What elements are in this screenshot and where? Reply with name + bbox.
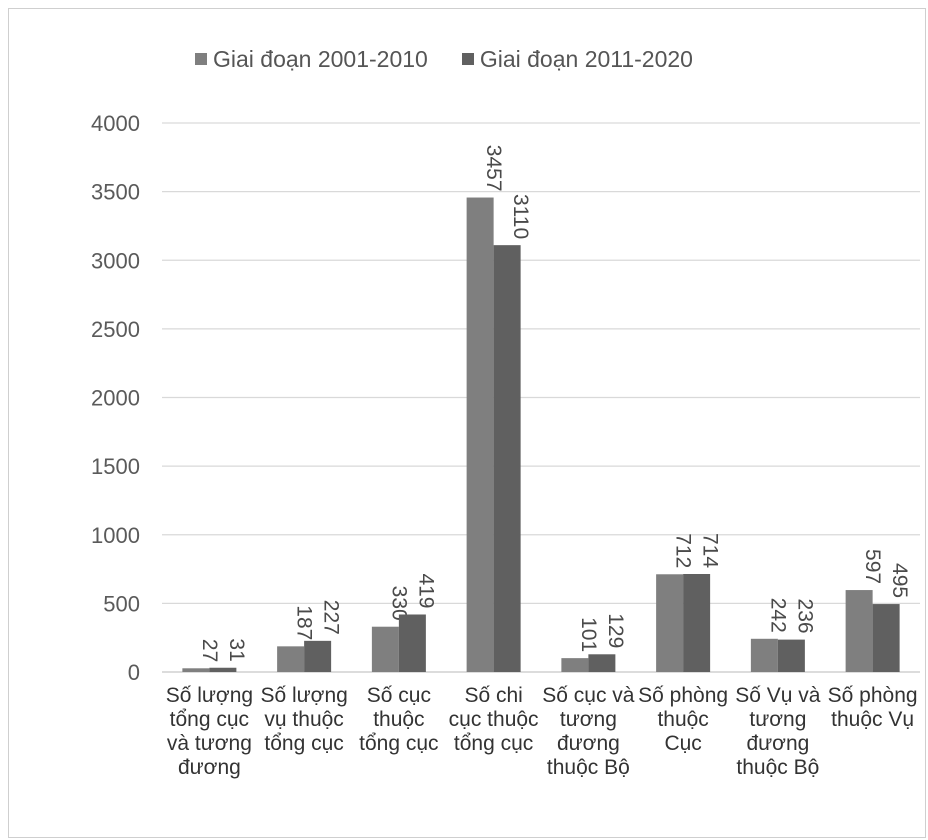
category-label: Số lượng tổng cục và tương đương xyxy=(166,684,253,779)
bar-series-1 xyxy=(845,590,873,672)
category-label: Số phòng thuộc Cục xyxy=(638,684,728,755)
legend-swatch-series-2 xyxy=(461,53,474,65)
data-label: 495 xyxy=(888,563,911,598)
data-label: 714 xyxy=(699,533,722,568)
bar-series-2 xyxy=(683,574,711,672)
bar-series-1 xyxy=(561,658,589,672)
bar-series-2 xyxy=(398,614,426,672)
bar-series-2 xyxy=(777,639,805,672)
legend-label-series-2: Giai đoạn 2011-2020 xyxy=(479,45,693,72)
bar-series-1 xyxy=(656,574,684,672)
category-label: Số Vụ và tương đương thuộc Bộ xyxy=(735,684,821,779)
data-label: 187 xyxy=(293,605,316,640)
bar-series-1 xyxy=(371,626,399,672)
category-label: Số cục và tương đương thuộc Bộ xyxy=(542,684,635,779)
bar-series-1 xyxy=(750,638,778,672)
data-label: 227 xyxy=(320,600,343,635)
data-label: 236 xyxy=(793,599,816,634)
data-label: 419 xyxy=(414,573,437,608)
data-label: 597 xyxy=(861,549,884,584)
data-label: 3110 xyxy=(509,194,532,239)
data-label: 712 xyxy=(672,533,695,568)
y-tick-label: 3500 xyxy=(91,180,140,205)
category-label: Số cục thuộc tổng cục xyxy=(359,684,438,755)
legend-label-series-1: Giai đoạn 2001-2010 xyxy=(213,45,428,72)
data-label: 3457 xyxy=(482,145,505,192)
legend-item-series-2: Giai đoạn 2011-2020 xyxy=(461,45,693,73)
bar-series-1 xyxy=(182,668,210,672)
data-label: 101 xyxy=(577,617,600,652)
category-label: Số lượng vụ thuộc tổng cục xyxy=(260,684,347,755)
legend-item-series-1: Giai đoạn 2001-2010 xyxy=(195,46,428,73)
bar-series-2 xyxy=(493,245,521,672)
bar-series-1 xyxy=(466,197,494,673)
y-tick-label: 1000 xyxy=(91,523,140,548)
y-tick-label: 4000 xyxy=(91,111,140,136)
chart-legend: Giai đoạn 2001-2010 Giai đoạn 2011-2020 xyxy=(195,44,693,74)
y-tick-label: 500 xyxy=(103,591,140,616)
category-label: Số chi cục thuộc tổng cục xyxy=(449,684,539,755)
y-tick-label: 2500 xyxy=(91,317,140,342)
data-label: 330 xyxy=(387,586,410,621)
y-tick-label: 2000 xyxy=(91,386,140,411)
data-label: 129 xyxy=(604,613,627,648)
bar-series-1 xyxy=(277,646,305,672)
data-label: 27 xyxy=(198,639,221,662)
data-label: 242 xyxy=(766,598,789,633)
data-label: 31 xyxy=(225,638,248,661)
bar-series-2 xyxy=(209,667,237,672)
bar-series-2 xyxy=(304,640,332,672)
category-label: Số phòng thuộc Vụ xyxy=(828,684,918,731)
y-tick-label: 3000 xyxy=(91,248,140,273)
bar-series-2 xyxy=(872,604,900,672)
bar-series-2 xyxy=(588,654,616,672)
y-tick-label: 1500 xyxy=(91,454,140,479)
y-tick-label: 0 xyxy=(128,660,140,685)
legend-swatch-series-1 xyxy=(195,53,207,65)
